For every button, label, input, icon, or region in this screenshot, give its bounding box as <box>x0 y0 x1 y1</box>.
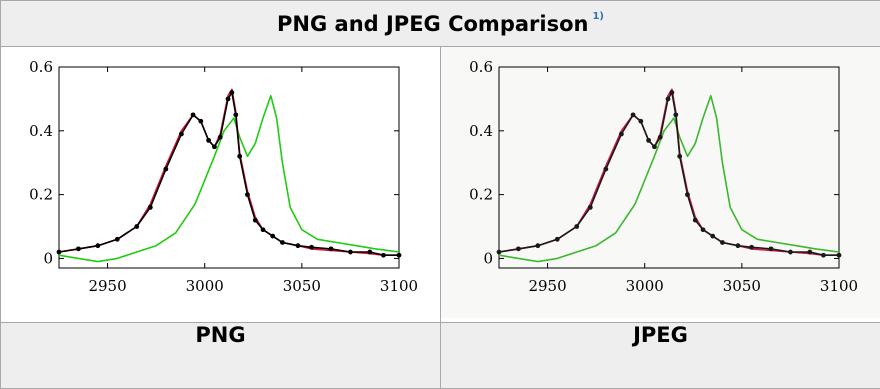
data-point <box>807 250 812 255</box>
data-point <box>348 250 353 255</box>
y-tick-label: 0 <box>43 249 53 267</box>
x-tick-label: 3000 <box>626 277 664 295</box>
data-point <box>619 132 624 137</box>
data-point <box>535 243 540 248</box>
y-tick-label: 0.4 <box>469 122 493 140</box>
data-point <box>230 90 235 95</box>
data-point <box>631 112 636 117</box>
table-title-text: PNG and JPEG Comparison <box>277 12 588 36</box>
data-point <box>670 90 675 95</box>
x-tick-label: 3050 <box>283 277 321 295</box>
data-point <box>701 227 706 232</box>
title-row: PNG and JPEG Comparison 1) <box>1 1 880 47</box>
x-tick-label: 3100 <box>380 277 418 295</box>
data-point <box>749 245 754 250</box>
png-label: PNG <box>1 323 441 389</box>
data-point <box>253 218 258 223</box>
data-point <box>191 112 196 117</box>
data-point <box>226 97 231 102</box>
data-point <box>134 224 139 229</box>
data-point <box>163 167 168 172</box>
data-point <box>381 253 386 258</box>
data-point <box>693 218 698 223</box>
data-point <box>57 250 62 255</box>
png-chart: 2950 3000 3050 3100 0 0.2 0.4 0.6 <box>1 47 440 318</box>
jpeg-image-cell: 2950 3000 3050 3100 0 0.2 0.4 0.6 <box>441 47 880 323</box>
x-tick-label: 3050 <box>723 277 761 295</box>
data-point <box>603 167 608 172</box>
data-point <box>788 250 793 255</box>
data-point <box>179 132 184 137</box>
data-point <box>212 144 217 149</box>
data-point <box>677 154 682 159</box>
data-point <box>76 246 81 251</box>
png-image-cell: 2950 3000 3050 3100 0 0.2 0.4 0.6 <box>1 47 441 323</box>
y-tick-label: 0.2 <box>29 186 53 204</box>
data-point <box>245 192 250 197</box>
data-point <box>296 243 301 248</box>
image-row: 2950 3000 3050 3100 0 0.2 0.4 0.6 2950 3000 3050 3… <box>1 47 880 323</box>
label-row: PNG JPEG <box>1 323 880 389</box>
data-point <box>261 227 266 232</box>
jpeg-chart: 2950 3000 3050 3100 0 0.2 0.4 0.6 <box>441 47 880 318</box>
data-point <box>652 144 657 149</box>
y-tick-label: 0.4 <box>29 122 53 140</box>
data-point <box>720 240 725 245</box>
data-point <box>497 250 502 255</box>
data-point <box>769 246 774 251</box>
data-point <box>673 112 678 117</box>
x-tick-label: 2950 <box>88 277 126 295</box>
data-point <box>666 97 671 102</box>
data-point <box>218 135 223 140</box>
data-point <box>397 253 402 258</box>
y-tick-label: 0.6 <box>469 58 493 76</box>
data-point <box>821 253 826 258</box>
x-tick-label: 3100 <box>820 277 858 295</box>
data-point <box>574 224 579 229</box>
data-point <box>837 253 842 258</box>
data-point <box>309 245 314 250</box>
data-point <box>206 138 211 143</box>
footnote-link[interactable]: 1) <box>592 11 604 22</box>
table-title: PNG and JPEG Comparison 1) <box>1 1 880 47</box>
data-point <box>685 192 690 197</box>
data-point <box>237 154 242 159</box>
data-point <box>367 250 372 255</box>
data-point <box>115 237 120 242</box>
data-point <box>588 205 593 210</box>
y-tick-label: 0.2 <box>469 186 493 204</box>
data-point <box>516 246 521 251</box>
data-point <box>95 243 100 248</box>
data-point <box>329 246 334 251</box>
data-point <box>736 243 741 248</box>
data-point <box>638 119 643 124</box>
data-point <box>658 135 663 140</box>
jpeg-label: JPEG <box>441 323 880 389</box>
data-point <box>270 234 275 239</box>
data-point <box>710 234 715 239</box>
data-point <box>198 119 203 124</box>
data-point <box>280 240 285 245</box>
data-point <box>555 237 560 242</box>
data-point <box>646 138 651 143</box>
data-point <box>233 112 238 117</box>
data-point <box>148 205 153 210</box>
x-tick-label: 3000 <box>186 277 224 295</box>
y-tick-label: 0 <box>483 249 493 267</box>
y-tick-label: 0.6 <box>29 58 53 76</box>
x-tick-label: 2950 <box>528 277 566 295</box>
